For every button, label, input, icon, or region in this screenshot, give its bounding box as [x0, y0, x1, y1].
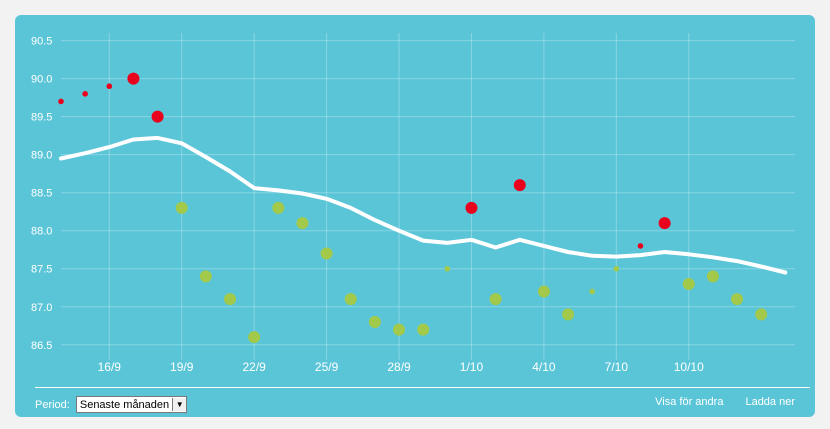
data-point-low [731, 293, 744, 306]
chart-panel: 86.5 87.0 87.5 88.0 88.5 89.0 89.5 90.0 90.5 16/9… [15, 15, 815, 417]
footer-divider [35, 387, 810, 388]
data-point-low [755, 308, 768, 321]
data-point-high [106, 83, 113, 90]
y-tick-label: 86.5 [31, 340, 52, 352]
data-point-low [393, 323, 406, 336]
y-tick-label: 90.5 [31, 36, 52, 48]
y-tick-label: 89.5 [31, 112, 52, 124]
data-point-high [658, 217, 671, 230]
period-label: Period: [35, 398, 70, 411]
data-point-high [637, 243, 644, 249]
data-point-low [562, 308, 575, 321]
y-tick-label: 87.0 [31, 302, 52, 314]
data-point-low [272, 201, 285, 214]
data-point-low [296, 217, 309, 230]
x-tick-label: 25/9 [315, 360, 339, 374]
period-value: Senaste månaden [79, 398, 170, 411]
y-tick-label: 89.0 [31, 150, 52, 162]
data-point-high [58, 98, 64, 105]
data-point-high [151, 110, 164, 123]
data-point-low [175, 201, 188, 214]
data-point-low [368, 315, 381, 328]
download-link[interactable]: Ladda ner [745, 396, 795, 408]
data-point-low [344, 293, 357, 306]
chevron-down-icon[interactable]: ▼ [172, 398, 187, 411]
data-point-low [417, 323, 430, 336]
x-tick-label: 4/10 [532, 360, 556, 374]
data-point-high [82, 91, 88, 97]
weight-chart: 86.5 87.0 87.5 88.0 88.5 89.0 89.5 90.0 90.5 16/9… [31, 33, 795, 374]
data-point-low [444, 265, 451, 272]
footer-links: Visa för andra Ladda ner [655, 396, 795, 408]
y-tick-label: 88.0 [31, 226, 52, 238]
x-tick-label: 1/10 [460, 360, 484, 374]
data-point-low [682, 277, 695, 290]
period-selector: Period: Senaste månaden ▼ [35, 396, 188, 413]
trend-line [59, 135, 788, 275]
data-point-low [489, 293, 502, 306]
x-tick-label: 19/9 [170, 360, 194, 374]
data-point-low [320, 247, 333, 260]
y-tick-label: 88.5 [31, 188, 52, 200]
x-tick-label: 16/9 [98, 360, 122, 374]
period-dropdown[interactable]: Senaste månaden ▼ [75, 396, 188, 413]
data-point-low [706, 270, 719, 283]
data-point-low [199, 270, 212, 283]
data-point-high [513, 179, 526, 192]
y-tick-label: 87.5 [31, 264, 52, 276]
data-point-low [613, 265, 620, 272]
data-point-low [248, 331, 261, 344]
x-tick-label: 7/10 [605, 360, 629, 374]
data-point-low [589, 288, 595, 295]
x-tick-label: 22/9 [242, 360, 266, 374]
x-tick-label: 28/9 [387, 360, 411, 374]
data-point-high [465, 201, 478, 214]
x-tick-label: 10/10 [674, 360, 704, 374]
y-tick-label: 90.0 [31, 74, 52, 86]
data-point-low [224, 293, 237, 306]
share-link[interactable]: Visa för andra [655, 396, 724, 408]
data-point-low [537, 285, 550, 298]
data-point-high [127, 72, 140, 85]
